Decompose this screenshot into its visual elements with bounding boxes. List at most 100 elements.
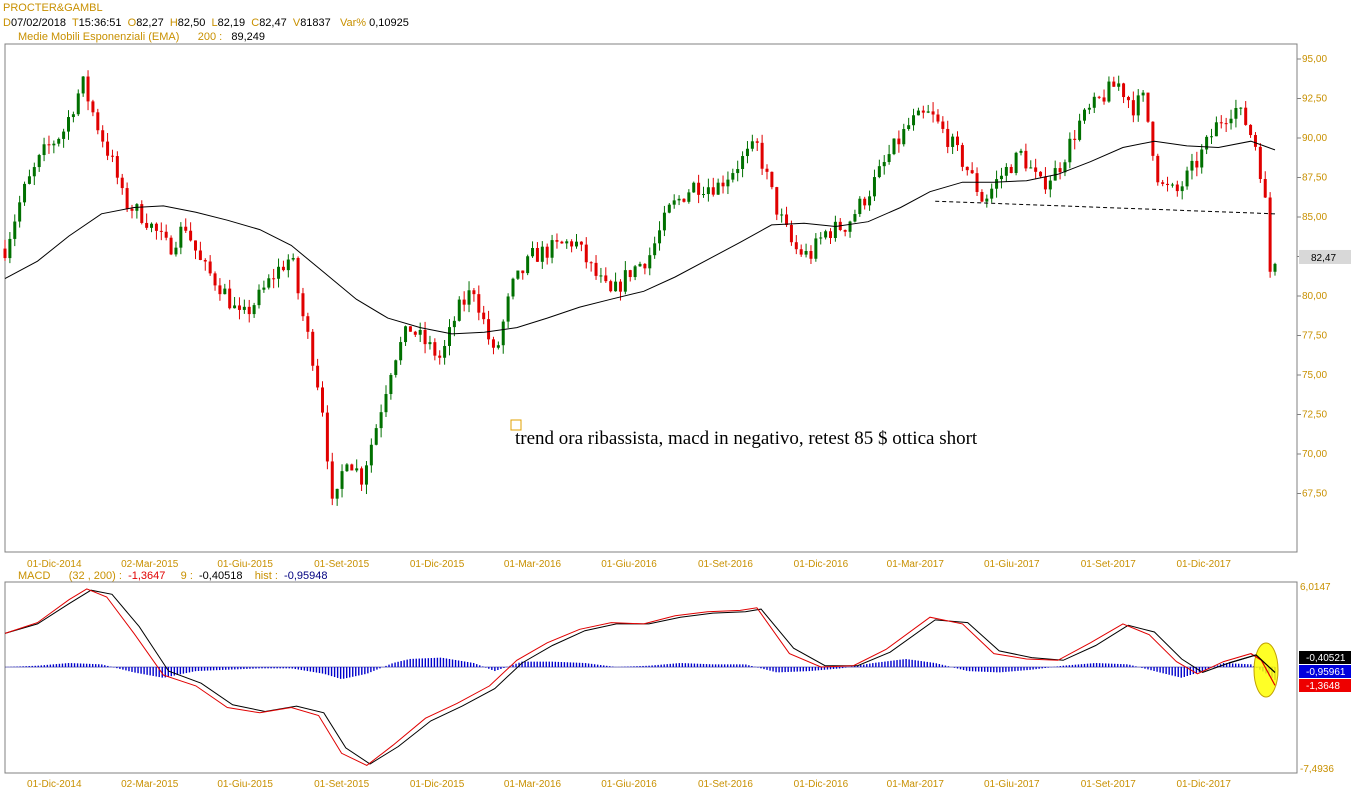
candle-body <box>1092 96 1096 108</box>
price-x-tick-label: 01-Dic-2016 <box>794 559 849 570</box>
candle-body <box>438 355 442 358</box>
macd-line <box>4 588 1276 766</box>
candle-body <box>833 221 837 239</box>
candle-body <box>594 262 598 276</box>
macd-x-tick-label: 01-Set-2017 <box>1081 779 1136 790</box>
candle-body <box>692 182 696 193</box>
macd-x-tick-label: 01-Dic-2016 <box>794 779 849 790</box>
candle-body <box>1161 182 1165 184</box>
candle-body <box>389 374 393 395</box>
candle-body <box>633 266 637 278</box>
candle-body <box>1034 167 1038 172</box>
candle-body <box>1195 160 1199 168</box>
candle-body <box>912 115 916 126</box>
candle-body <box>1263 179 1267 198</box>
macd-legend: MACD (32 , 200) : -1,3647 9 : -0,40518 h… <box>18 570 327 582</box>
candle-body <box>433 342 437 356</box>
price-x-tick-label: 01-Dic-2017 <box>1176 559 1231 570</box>
ema-legend: Medie Mobili Esponenziali (EMA) 200 : 89… <box>18 31 265 43</box>
candle-body <box>374 428 378 445</box>
price-x-tick-label: 01-Set-2017 <box>1081 559 1136 570</box>
candle-body <box>1273 263 1277 272</box>
candle-body <box>189 230 193 241</box>
volume-label: V <box>292 17 301 29</box>
candle-body <box>1014 152 1018 174</box>
candle-body <box>1249 124 1253 136</box>
candle-body <box>750 141 754 149</box>
candle-body <box>76 93 80 115</box>
volume-value: 81837 <box>300 17 331 29</box>
candle-body <box>1258 146 1262 180</box>
candle-body <box>154 223 158 231</box>
candle-body <box>1175 184 1179 192</box>
candle-body <box>291 258 295 260</box>
price-x-tick-label: 01-Dic-2015 <box>410 559 465 570</box>
candle-body <box>843 229 847 232</box>
macd-x-tick-label: 01-Dic-2015 <box>410 779 465 790</box>
candle-body <box>281 266 285 271</box>
candle-body <box>687 192 691 202</box>
candle-body <box>892 138 896 155</box>
candle-body <box>1244 107 1248 125</box>
macd-x-tick-label: 02-Mar-2015 <box>121 779 179 790</box>
candle-body <box>863 198 867 206</box>
candle-body <box>760 142 764 169</box>
candle-body <box>130 208 134 211</box>
candle-body <box>428 342 432 345</box>
date-label: D <box>3 17 11 29</box>
time-value: 15:36:51 <box>78 17 122 29</box>
candle-body <box>1131 100 1135 116</box>
price-y-tick-label: 70,00 <box>1302 449 1327 460</box>
candle-body <box>765 168 769 172</box>
candle-body <box>1253 135 1257 147</box>
candle-body <box>1009 166 1013 174</box>
candle-body <box>897 138 901 145</box>
candle-body <box>614 281 618 292</box>
var-label: Var% <box>339 17 367 29</box>
price-plot-frame <box>4 43 1298 553</box>
candle-body <box>990 188 994 199</box>
candle-body <box>62 131 66 139</box>
annotation-text: trend ora ribassista, macd in negativo, … <box>515 428 978 449</box>
candle-body <box>325 412 329 462</box>
macd-x-tick-label: 01-Dic-2014 <box>27 779 82 790</box>
candle-body <box>1004 166 1008 176</box>
candle-body <box>907 125 911 129</box>
candle-body <box>472 290 476 295</box>
candle-body <box>916 110 920 116</box>
symbol-name: PROCTER&GAMBL <box>3 2 103 14</box>
candle-body <box>81 76 85 94</box>
candle-body <box>47 144 51 146</box>
candle-body <box>575 241 578 247</box>
candle-body <box>1039 171 1043 177</box>
candle-body <box>1097 96 1101 98</box>
candle-body <box>902 128 906 145</box>
candle-body <box>741 156 745 170</box>
candle-body <box>340 471 344 489</box>
candle-body <box>824 231 828 238</box>
candle-body <box>853 214 857 222</box>
candle-body <box>491 339 495 348</box>
candle-body <box>399 342 403 361</box>
signal-value-box <box>1299 651 1351 664</box>
candle-body <box>1219 122 1223 124</box>
candle-body <box>941 121 945 129</box>
macd-panel: 01-Dic-2014 02-Mar-2015 01-Giu-2015 01-Set-… <box>4 581 1351 790</box>
candle-body <box>579 241 583 245</box>
candle-body <box>755 141 759 143</box>
candle-body <box>1229 118 1233 124</box>
candle-body <box>1190 160 1194 171</box>
candle-body <box>452 320 456 328</box>
candle-body <box>213 273 217 286</box>
price-x-tick-label: 02-Mar-2015 <box>121 559 179 570</box>
candle-body <box>467 290 471 305</box>
candle-body <box>1224 123 1228 125</box>
candle-body <box>443 345 447 358</box>
close-value: 82,47 <box>259 17 287 29</box>
macd-x-tick-label: 01-Mar-2016 <box>504 779 562 790</box>
price-x-tick-label: 01-Giu-2015 <box>217 559 273 570</box>
candle-body <box>956 136 959 146</box>
candle-body <box>208 261 212 274</box>
price-x-tick-label: 01-Giu-2016 <box>601 559 657 570</box>
signal-line-tail <box>1228 654 1276 673</box>
